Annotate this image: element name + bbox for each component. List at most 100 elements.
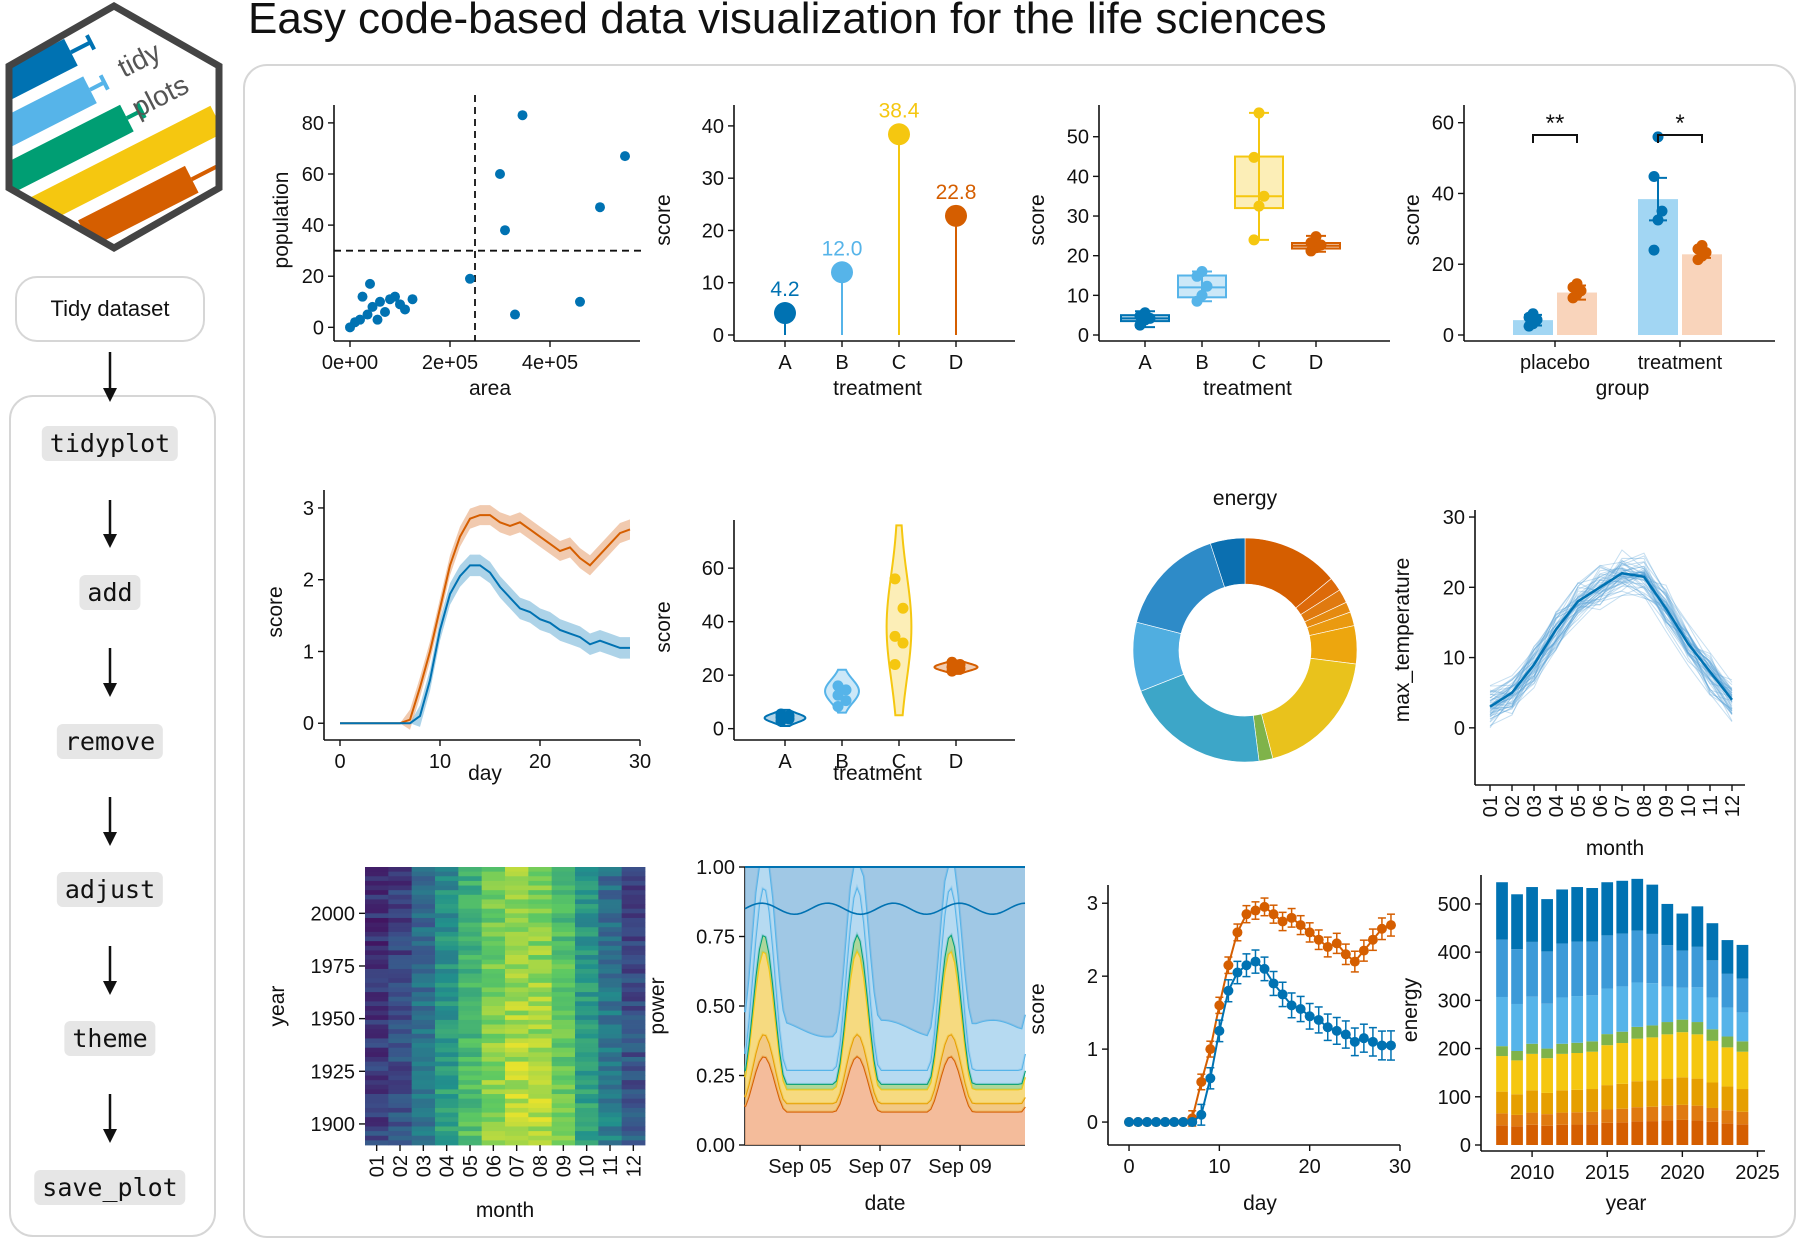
heatmap-cell bbox=[575, 867, 599, 873]
y-axis-label: population bbox=[270, 172, 293, 269]
heatmap-cell bbox=[388, 1080, 413, 1086]
heatmap-cell bbox=[411, 1015, 436, 1021]
heatmap-cell bbox=[575, 1033, 599, 1039]
heatmap-cell bbox=[505, 894, 529, 900]
heatmap-cell bbox=[505, 968, 529, 974]
heatmap-cell bbox=[598, 1056, 623, 1062]
heatmap-cell bbox=[435, 1001, 459, 1007]
stacked-bar-segment bbox=[1736, 1111, 1749, 1125]
heatmap-cell bbox=[411, 941, 436, 947]
stacked-bar-segment bbox=[1661, 986, 1674, 1023]
heatmap-cell bbox=[598, 1131, 623, 1137]
step-save-plot: save_plot bbox=[34, 1170, 186, 1205]
area-plot: 0.00 0.25 0.50 0.75 1.00 Sep 05 Sep 07 Sep 09 da… bbox=[646, 857, 1026, 1215]
heatmap-cell bbox=[481, 894, 506, 900]
heatmap-cell bbox=[528, 1038, 553, 1044]
heatmap-cell bbox=[505, 987, 529, 993]
heatmap-cell bbox=[528, 1056, 553, 1062]
page-title: Easy code-based data visualization for t… bbox=[248, 0, 1327, 43]
series-point bbox=[1268, 978, 1279, 989]
heatmap-cell bbox=[481, 1066, 506, 1072]
heatmap-cell bbox=[388, 871, 413, 877]
heatmap-cell bbox=[551, 1029, 576, 1035]
stacked-bar-segment bbox=[1511, 1060, 1523, 1095]
series-point bbox=[1385, 920, 1396, 931]
heatmap-cell bbox=[365, 936, 389, 942]
flow-arrow-head bbox=[103, 981, 117, 995]
heatmap-cell bbox=[505, 885, 529, 891]
heatmap-cell bbox=[621, 1066, 646, 1072]
heatmap-cell bbox=[528, 959, 553, 965]
box-point bbox=[1253, 200, 1265, 212]
heatmap-cell bbox=[505, 964, 529, 970]
heatmap-cell bbox=[505, 917, 529, 923]
heatmap-cell bbox=[621, 941, 646, 947]
heatmap-cell bbox=[388, 1107, 413, 1113]
series-line bbox=[340, 514, 631, 725]
heatmap-cell bbox=[458, 1107, 483, 1113]
heatmap-cell bbox=[481, 1121, 506, 1127]
scatter-point bbox=[510, 309, 520, 320]
heatmap-cell bbox=[435, 1056, 459, 1062]
heatmap-cell bbox=[575, 1019, 599, 1025]
heatmap-cell bbox=[458, 927, 483, 933]
heatmap-cell bbox=[598, 1043, 623, 1049]
stacked-bar-segment bbox=[1571, 1124, 1584, 1145]
heatmap-cell bbox=[505, 959, 529, 965]
heatmap-cell bbox=[505, 1135, 529, 1141]
heatmap-cell bbox=[435, 1107, 459, 1113]
heatmap-cell bbox=[388, 899, 413, 905]
tidy-dataset-box: Tidy dataset bbox=[15, 276, 205, 342]
significance-label: * bbox=[1675, 110, 1684, 137]
heatmap-cell bbox=[388, 1038, 413, 1044]
heatmap-cell bbox=[481, 1056, 506, 1062]
heatmap-cell bbox=[435, 955, 459, 961]
y-tick-label: 1.00 bbox=[696, 857, 735, 879]
scatter-point bbox=[390, 291, 400, 302]
scatter-point bbox=[595, 202, 605, 213]
heatmap-cell bbox=[505, 1056, 529, 1062]
heatmap-cell bbox=[575, 1094, 599, 1100]
heatmap-cell bbox=[505, 982, 529, 988]
series-point bbox=[1277, 989, 1288, 1000]
heatmap-cell bbox=[621, 890, 646, 896]
heatmap-cell bbox=[388, 955, 413, 961]
heatmap-cell bbox=[575, 1001, 599, 1007]
heatmap-cell bbox=[365, 1075, 389, 1081]
stacked-bar-segment bbox=[1706, 997, 1719, 1030]
y-tick-label: 20 bbox=[1067, 246, 1089, 268]
x-tick-label: Sep 07 bbox=[848, 1156, 911, 1178]
heatmap-cell bbox=[481, 964, 506, 970]
stacked-bar-segment bbox=[1646, 1037, 1659, 1081]
heatmap-cell bbox=[458, 867, 483, 873]
heatmap-cell bbox=[458, 1024, 483, 1030]
scatter-point bbox=[357, 291, 368, 302]
stacked-bar-segment bbox=[1511, 1094, 1523, 1115]
heatmap-cell bbox=[598, 1121, 623, 1127]
heatmap-cell bbox=[411, 1043, 436, 1049]
stacked-bar-segment bbox=[1646, 1080, 1659, 1107]
stacked-bar-segment bbox=[1661, 1022, 1674, 1035]
heatmap-cell bbox=[435, 987, 459, 993]
heatmap-cell bbox=[388, 1098, 413, 1104]
heatmap-cell bbox=[621, 1094, 646, 1100]
heatmap-cell bbox=[621, 927, 646, 933]
heatmap-cell bbox=[551, 1140, 576, 1146]
heatmap-cell bbox=[388, 1070, 413, 1076]
box-point bbox=[1315, 239, 1327, 251]
heatmap-cell bbox=[411, 1080, 436, 1086]
heatmap-cell bbox=[575, 880, 599, 886]
heatmap-cell bbox=[575, 1135, 599, 1141]
heatmap-cell bbox=[598, 876, 623, 882]
heatmap-cell bbox=[458, 1126, 483, 1132]
heatmap-cell bbox=[598, 1010, 623, 1016]
heatmap-cell bbox=[598, 1015, 623, 1021]
heatmap-cell bbox=[411, 876, 436, 882]
heatmap-cell bbox=[551, 978, 576, 984]
heatmap-cell bbox=[505, 1075, 529, 1081]
heatmap-cell bbox=[621, 992, 646, 998]
heatmap-cell bbox=[411, 945, 436, 951]
stacked-bar-segment bbox=[1676, 1019, 1689, 1033]
heatmap-cell bbox=[365, 1135, 389, 1141]
